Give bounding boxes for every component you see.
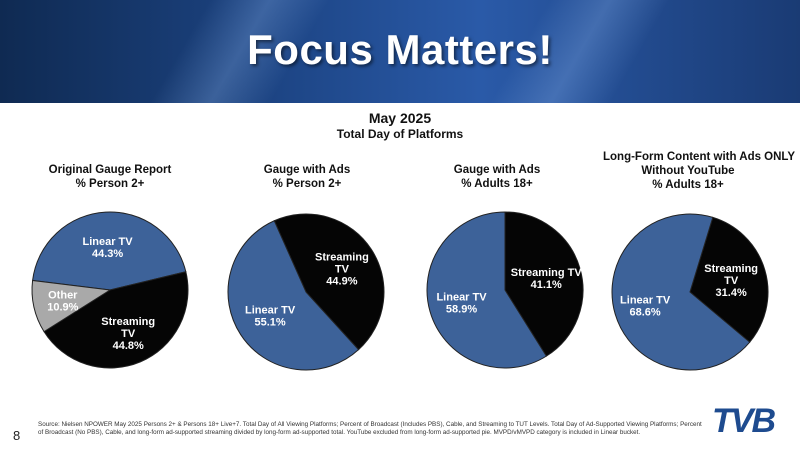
slice-data-label: 44.8% <box>113 340 144 352</box>
pie-slice-streaming-tv <box>273 213 385 351</box>
pie-slice-streaming-tv <box>504 211 584 357</box>
slice-data-label: 41.1% <box>531 279 562 291</box>
tvb-logo: TVB <box>712 402 776 440</box>
pie-slice-linear-tv <box>227 220 360 371</box>
slice-data-label: 10.9% <box>47 302 78 314</box>
slice-data-label: TV <box>335 264 350 276</box>
slice-data-label: 31.4% <box>716 287 747 299</box>
slice-data-label: TV <box>724 275 739 287</box>
slice-data-label: Streaming TV <box>511 267 583 279</box>
slice-data-label: 44.9% <box>326 276 357 288</box>
pie-slice-linear-tv <box>426 211 548 369</box>
slide-title: Focus Matters! <box>247 26 553 73</box>
slice-data-label: Linear TV <box>82 236 133 248</box>
slide-subtitle-secondary: Total Day of Platforms <box>336 127 464 141</box>
chart-4-title: Long-Form Content with Ads ONLY Without … <box>603 150 796 192</box>
slice-data-label: 55.1% <box>254 316 285 328</box>
pie-slice-streaming-tv <box>43 271 189 369</box>
chart-3-title: Gauge with Ads % Adults 18+ <box>412 163 582 191</box>
slide-subtitle: May 2025 <box>368 110 432 126</box>
chart-title-line: Gauge with Ads <box>453 164 541 176</box>
slice-data-label: Streaming <box>101 316 155 328</box>
slice-data-label: TV <box>121 328 136 340</box>
chart-title-line: % Adults 18+ <box>652 179 724 191</box>
chart-title-line: % Person 2+ <box>272 178 342 190</box>
slice-data-label: Linear TV <box>245 304 296 316</box>
slice-data-label: Linear TV <box>436 291 487 303</box>
pie-slice-linear-tv <box>611 213 751 371</box>
chart-title-line: Original Gauge Report <box>48 164 172 176</box>
slice-data-label: 58.9% <box>446 303 477 315</box>
chart-1-title: Original Gauge Report % Person 2+ <box>25 163 195 191</box>
pie-slice-linear-tv <box>32 211 187 291</box>
slice-data-label: 44.3% <box>92 248 123 260</box>
page-number: 8 <box>13 428 21 443</box>
source-footnote: Source: Nielsen NPOWER May 2025 Persons … <box>38 421 702 436</box>
slice-data-label: Other <box>48 290 78 302</box>
title-banner <box>0 0 800 103</box>
slice-data-label: Linear TV <box>620 294 671 306</box>
chart-2-title: Gauge with Ads % Person 2+ <box>222 163 392 191</box>
chart-title-line: % Adults 18+ <box>461 178 533 190</box>
pie-slice-streaming-tv <box>689 216 769 343</box>
chart-title-line: % Person 2+ <box>75 178 145 190</box>
slice-data-label: 68.6% <box>630 306 661 318</box>
pie-slice-other <box>31 279 112 333</box>
chart-title-line: Gauge with Ads <box>263 164 351 176</box>
slice-data-label: Streaming <box>315 252 369 264</box>
chart-title-line: Long-Form Content with Ads ONLY <box>603 151 796 163</box>
chart-title-line: Without YouTube <box>641 165 735 177</box>
slice-data-label: Streaming <box>704 263 758 275</box>
